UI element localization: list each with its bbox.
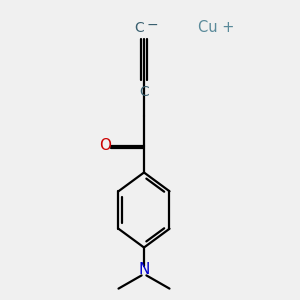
Text: C: C: [135, 20, 144, 34]
Text: N: N: [138, 262, 150, 278]
Text: Cu +: Cu +: [198, 20, 234, 34]
Text: O: O: [99, 138, 111, 153]
Text: C: C: [139, 85, 149, 99]
Text: −: −: [147, 17, 158, 32]
